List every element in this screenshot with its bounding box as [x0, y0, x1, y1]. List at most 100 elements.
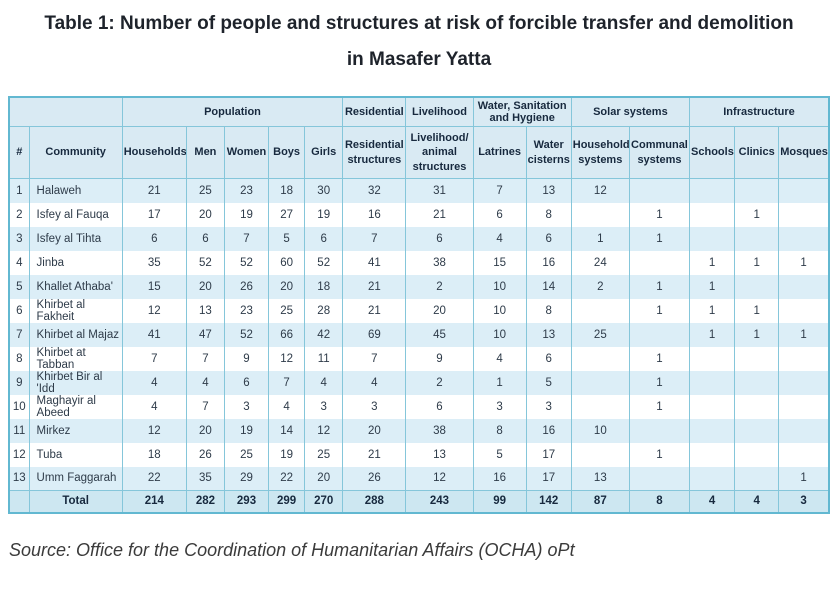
value-cell: 6: [121, 226, 187, 251]
value-cell: 7: [223, 226, 269, 251]
value-cell: [734, 442, 779, 467]
group-header-row: Population Residential Livelihood Water, Sa…: [9, 97, 829, 127]
value-cell: 21: [405, 202, 474, 227]
total-value-cell: [9, 490, 30, 513]
table-row: 13 Umm Faggarah 22 35 29 22 20 26 12 16 17 13 1: [9, 466, 829, 491]
value-cell: [689, 370, 735, 395]
value-cell: 13: [525, 178, 572, 203]
column-header-men: Men: [185, 126, 225, 179]
value-cell: 1: [628, 346, 690, 371]
value-cell: [778, 226, 829, 251]
value-cell: 7: [342, 226, 406, 251]
value-cell: 26: [223, 274, 269, 299]
value-cell: 4: [342, 370, 406, 395]
total-value-cell: 288: [342, 490, 406, 513]
table-row: 1 Halaweh 21 25 23 18 30 32 31 7 13 12: [9, 178, 829, 203]
group-header-livelihood: Livelihood: [405, 97, 474, 127]
value-cell: [570, 370, 630, 395]
community-cell: Isfey al Fauqa: [28, 202, 123, 227]
row-number-cell: 6: [9, 298, 30, 323]
value-cell: 15: [121, 274, 187, 299]
table-title: Table 1: Number of people and structures…: [44, 13, 794, 70]
value-cell: 21: [342, 274, 406, 299]
value-cell: 1: [628, 298, 690, 323]
value-cell: 20: [304, 466, 343, 491]
value-cell: 31: [405, 178, 474, 203]
group-header-residential: Residential: [342, 97, 406, 127]
column-header-clinics: Clinics: [734, 126, 779, 179]
value-cell: 30: [304, 178, 343, 203]
community-cell: Khirbet al Fakheit: [28, 298, 123, 323]
value-cell: [628, 178, 690, 203]
value-cell: 45: [405, 322, 474, 347]
total-value-cell: 270: [304, 490, 343, 513]
row-number-cell: 1: [9, 178, 30, 203]
value-cell: 19: [223, 202, 269, 227]
community-cell: Mirkez: [28, 418, 123, 443]
value-cell: 10: [472, 322, 527, 347]
row-number-cell: 12: [9, 442, 30, 467]
value-cell: 23: [223, 178, 269, 203]
value-cell: [734, 394, 779, 419]
value-cell: [570, 346, 630, 371]
value-cell: [734, 346, 779, 371]
value-cell: 7: [185, 346, 225, 371]
value-cell: 1: [778, 322, 829, 347]
community-cell: Jinba: [28, 250, 123, 275]
table-row: 6 Khirbet al Fakheit 12 13 23 25 28 21 20 10 8 1 1 1: [9, 298, 829, 323]
value-cell: [778, 274, 829, 299]
value-cell: 4: [268, 394, 305, 419]
total-value-cell: 4: [734, 490, 779, 513]
total-value-cell: 243: [405, 490, 474, 513]
value-cell: 60: [268, 250, 305, 275]
value-cell: 4: [185, 370, 225, 395]
value-cell: 3: [223, 394, 269, 419]
value-cell: 10: [472, 274, 527, 299]
value-cell: 9: [405, 346, 474, 371]
value-cell: [734, 418, 779, 443]
value-cell: [689, 346, 735, 371]
value-cell: 20: [268, 274, 305, 299]
value-cell: 7: [268, 370, 305, 395]
value-cell: 24: [570, 250, 630, 275]
total-value-cell: 4: [689, 490, 735, 513]
value-cell: 25: [304, 442, 343, 467]
value-cell: [734, 274, 779, 299]
value-cell: [570, 442, 630, 467]
value-cell: 20: [405, 298, 474, 323]
value-cell: [778, 346, 829, 371]
group-header-water-sanitation-and-hygiene: Water, Sanitation and Hygiene: [472, 97, 572, 127]
value-cell: 13: [405, 442, 474, 467]
value-cell: [689, 202, 735, 227]
table-row: 11 Mirkez 12 20 19 14 12 20 38 8 16 10: [9, 418, 829, 443]
value-cell: [734, 178, 779, 203]
value-cell: 13: [185, 298, 225, 323]
value-cell: 35: [185, 466, 225, 491]
value-cell: [734, 370, 779, 395]
value-cell: 12: [121, 418, 187, 443]
value-cell: 3: [342, 394, 406, 419]
value-cell: 12: [570, 178, 630, 203]
value-cell: 26: [185, 442, 225, 467]
value-cell: [689, 466, 735, 491]
value-cell: 22: [121, 466, 187, 491]
value-cell: 16: [472, 466, 527, 491]
value-cell: [570, 394, 630, 419]
value-cell: 35: [121, 250, 187, 275]
source-note: Source: Office for the Coordination of H…: [9, 539, 575, 560]
value-cell: 18: [121, 442, 187, 467]
value-cell: 1: [689, 250, 735, 275]
value-cell: 21: [342, 298, 406, 323]
column-header-row: # Community Households Men Women Boys Girls Res…: [9, 126, 829, 179]
value-cell: [628, 466, 690, 491]
value-cell: 66: [268, 322, 305, 347]
value-cell: 38: [405, 250, 474, 275]
value-cell: 3: [472, 394, 527, 419]
value-cell: 20: [185, 418, 225, 443]
column-header-mosques: Mosques: [778, 126, 829, 179]
value-cell: 14: [525, 274, 572, 299]
value-cell: [628, 418, 690, 443]
value-cell: 1: [734, 250, 779, 275]
value-cell: 6: [472, 202, 527, 227]
value-cell: 3: [525, 394, 572, 419]
